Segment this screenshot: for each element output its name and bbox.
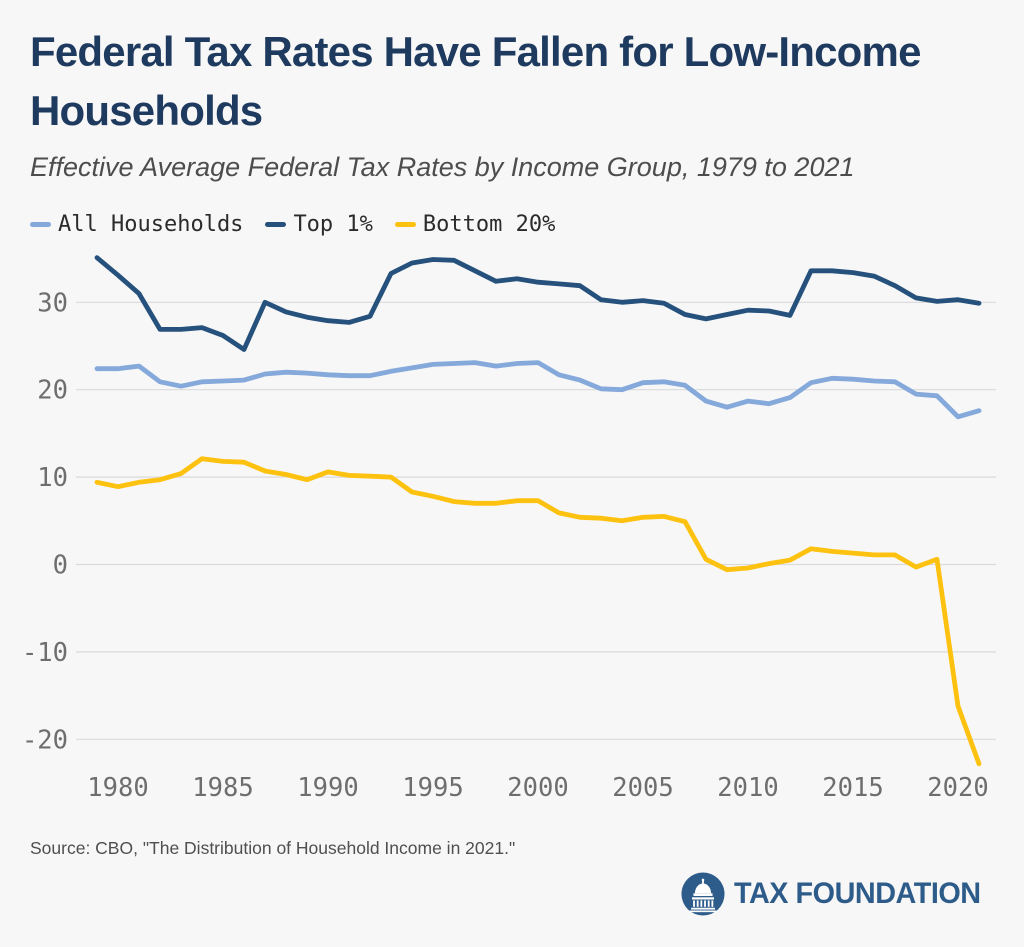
legend-label: All Households [58,212,244,237]
legend-swatch-bottom-20 [394,222,416,227]
y-tick-label: 30 [37,288,68,318]
logo-wordmark: TAX FOUNDATION [734,877,981,910]
series-line-bottom-20 [94,456,982,767]
line-chart: 30 20 10 0 -10 -20 1980 1985 1990 1995 2000 2005 201… [0,245,1024,805]
x-tick-label: 2000 [507,773,568,803]
legend-item-bottom-20: Bottom 20% [394,212,556,237]
y-tick-label: 0 [53,551,68,581]
x-tick-label: 2015 [822,773,883,803]
page-title: Federal Tax Rates Have Fallen for Low-In… [30,28,921,134]
legend: All Households Top 1% Bottom 20% [30,212,555,237]
tax-foundation-logo: TAX FOUNDATION [681,872,991,916]
x-tick-label: 2020 [927,773,988,803]
x-tick-label: 2005 [612,773,673,803]
legend-item-top-1: Top 1% [265,212,373,237]
series-line-top-1 [94,255,982,352]
chart-subtitle: Effective Average Federal Tax Rates by I… [30,152,855,182]
x-tick-label: 1985 [192,773,253,803]
x-tick-label: 2010 [717,773,778,803]
x-tick-label: 1995 [402,773,463,803]
y-tick-label: -20 [22,725,68,755]
legend-swatch-top-1 [265,222,287,227]
x-tick-label: 1990 [297,773,358,803]
legend-label: Top 1% [293,212,373,237]
series-line-all-households [94,360,982,420]
legend-item-all-households: All Households [30,212,243,237]
legend-label: Bottom 20% [422,212,556,237]
legend-swatch-all-households [30,222,51,227]
y-tick-label: 20 [37,376,68,406]
x-tick-label: 1980 [87,773,148,803]
y-tick-label: 10 [37,463,68,493]
capitol-dome-icon [681,872,725,916]
source-note: Source: CBO, "The Distribution of Househ… [30,838,516,858]
y-tick-label: -10 [22,638,68,668]
